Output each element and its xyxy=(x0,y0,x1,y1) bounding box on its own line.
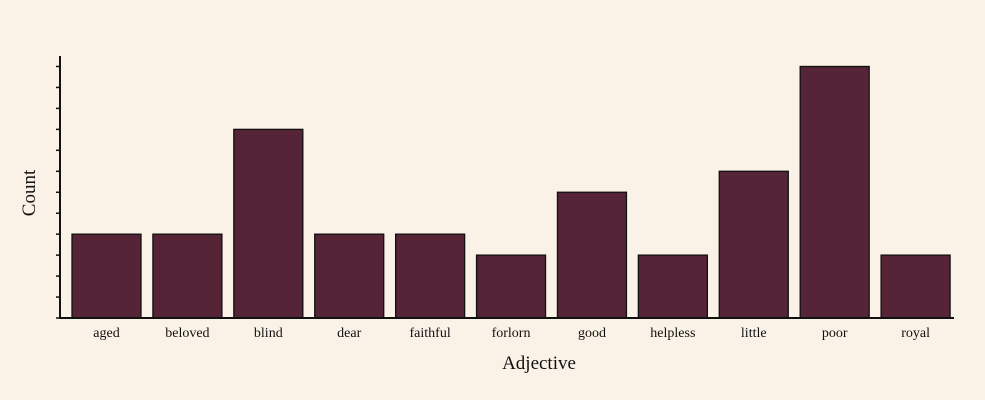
bar-dear xyxy=(314,233,385,319)
x-tick-label-aged: aged xyxy=(93,326,119,341)
x-tick-label-faithful: faithful xyxy=(410,326,451,341)
bar-helpless xyxy=(637,254,709,319)
x-tick-label-forlorn: forlorn xyxy=(492,326,531,341)
x-tick-label-dear: dear xyxy=(337,326,361,341)
bar-aged xyxy=(71,233,142,319)
bars-group xyxy=(71,65,951,319)
bar-forlorn xyxy=(475,254,547,319)
x-axis-title: Adjective xyxy=(502,353,576,374)
x-tick-label-helpless: helpless xyxy=(650,326,695,341)
bar-little xyxy=(718,170,789,319)
x-tick-label-blind: blind xyxy=(254,326,283,341)
x-tick-labels-group: aged beloved blind dear faithful forlorn good h… xyxy=(93,326,930,341)
bar-poor xyxy=(799,65,870,319)
bar-blind xyxy=(233,128,304,319)
y-axis-title: Count xyxy=(19,169,40,216)
bar-royal xyxy=(880,254,951,319)
bar-beloved xyxy=(152,233,223,319)
x-tick-label-beloved: beloved xyxy=(165,326,209,341)
x-tick-label-good: good xyxy=(578,326,606,341)
bar-faithful xyxy=(394,233,466,319)
x-tick-label-little: little xyxy=(741,326,767,341)
x-tick-label-royal: royal xyxy=(901,326,930,341)
x-tick-label-poor: poor xyxy=(822,326,848,341)
bar-good xyxy=(556,191,628,319)
